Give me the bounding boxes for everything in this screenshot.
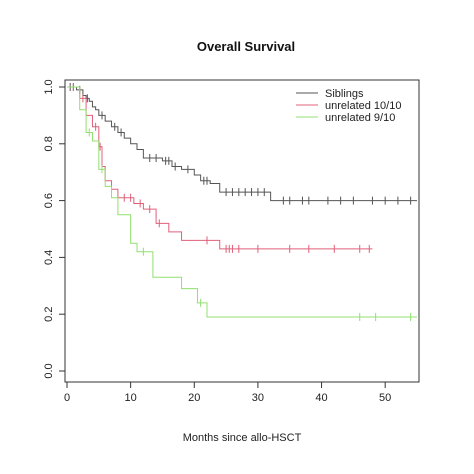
y-tick-label: 0.6 [43,193,55,208]
x-axis: 0 10 20 30 40 50 [64,382,391,404]
y-tick-label: 0.2 [43,307,55,322]
x-tick-label: 40 [315,392,327,404]
x-tick-label: 10 [125,392,137,404]
x-tick-label: 20 [188,392,200,404]
y-axis: 0.0 0.2 0.4 0.6 0.8 1.0 [43,79,65,379]
x-tick-label: 30 [252,392,264,404]
y-tick-label: 0.8 [43,136,55,151]
x-tick-label: 0 [64,392,70,404]
legend-label-2: unrelated 9/10 [325,112,395,124]
x-axis-label: Months since allo-HSCT [183,432,302,444]
y-tick-label: 1.0 [43,79,55,94]
series-layer [67,83,417,322]
chart-title: Overall Survival [197,39,295,54]
legend-label-0: Siblings [325,88,364,100]
legend-label-1: unrelated 10/10 [325,100,401,112]
plot-frame [64,79,420,383]
y-tick-label: 0.4 [43,250,55,265]
x-tick-label: 50 [379,392,391,404]
series-line-1 [67,86,373,250]
series-line-0 [67,86,417,202]
y-tick-label: 0.0 [43,363,55,378]
